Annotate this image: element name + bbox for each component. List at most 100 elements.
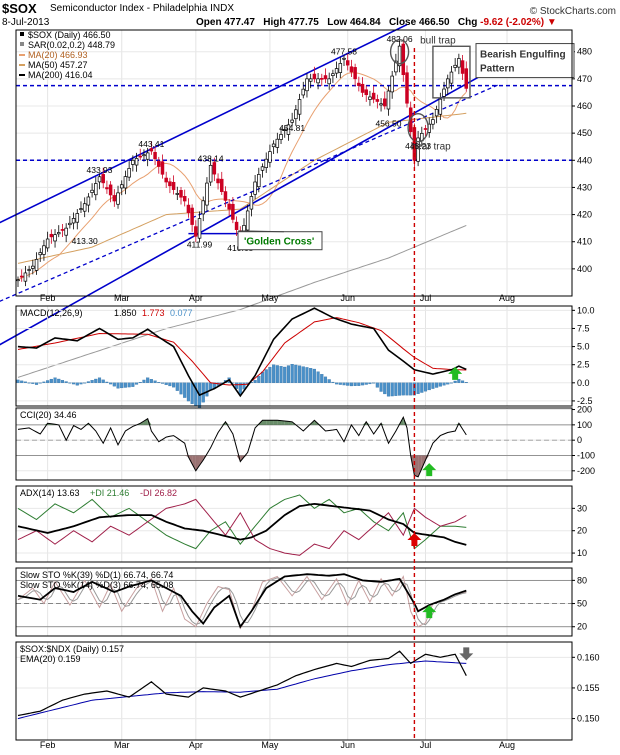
x-tick-label: Feb: [40, 293, 56, 303]
x-tick-label: Jul: [420, 740, 432, 750]
macd-histogram-bar: [372, 382, 376, 384]
price-legend-label: SAR(0.02,0.2) 448.79: [28, 40, 115, 50]
macd-histogram-bar: [320, 374, 324, 383]
macd-signal-line: [17, 317, 467, 386]
macd-histogram-bar: [127, 382, 131, 388]
macd-y-tick-label: 0.0: [577, 378, 590, 388]
bear-trap-circle: [407, 113, 429, 143]
candle-body: [57, 232, 61, 235]
macd-histogram-bar: [168, 382, 172, 387]
macd-histogram-bar: [160, 382, 165, 384]
candle-body: [157, 161, 161, 167]
price-point-label: 411.99: [187, 239, 213, 249]
candle-body: [205, 182, 209, 206]
cci-fill-area: [221, 421, 226, 425]
high-label: High: [263, 17, 286, 28]
cci-fill-area: [288, 421, 293, 425]
macd-histogram-bar: [298, 365, 302, 383]
macd-histogram-bar: [401, 382, 405, 396]
cci-fill-area: [284, 421, 289, 425]
macd-histogram-bar: [346, 382, 350, 386]
candle-body: [164, 177, 168, 183]
close-value: 466.50: [418, 17, 450, 28]
macd-histogram-bar: [342, 382, 346, 386]
ratio-legend-label: $SOX:$NDX (Daily) 0.157: [20, 644, 124, 654]
candle-body: [401, 43, 406, 76]
cci-fill-area: [281, 420, 285, 425]
price-point-label: 454.81: [279, 123, 305, 133]
bull-trap-label: bull trap: [420, 36, 456, 47]
x-tick-label: Jun: [340, 740, 355, 750]
stockcharts-brand: © StockCharts.com: [529, 6, 616, 17]
candle-body: [231, 203, 235, 220]
x-tick-label: Mar: [114, 293, 130, 303]
engulfing-box: [432, 45, 471, 99]
golden-cross-label: 'Golden Cross': [244, 237, 314, 248]
price-point-label: 456.50: [375, 119, 401, 129]
candle-body: [264, 158, 268, 168]
price-legend-label: $SOX (Daily) 466.50: [28, 30, 111, 40]
macd-histogram-bar: [412, 382, 416, 396]
stoch-green-arrow-icon: [422, 605, 437, 619]
candle-body: [108, 184, 113, 196]
candle-body: [275, 138, 280, 148]
macd-histogram-bar: [68, 382, 72, 384]
candle-body: [323, 75, 328, 80]
macd-histogram-bar: [327, 379, 331, 383]
candle-body: [71, 218, 76, 224]
ma50-line: [17, 112, 467, 264]
candle-body: [460, 60, 465, 74]
cci-y-tick-label: 100: [577, 420, 592, 430]
macd-histogram-bar: [72, 382, 76, 385]
candle-body: [197, 218, 202, 239]
lower-channel-line: [0, 64, 501, 346]
macd-histogram-bar: [183, 382, 187, 398]
price-legend-label: MA(200) 416.04: [28, 70, 93, 80]
macd-histogram-bar: [268, 366, 272, 383]
macd-histogram-bar: [368, 382, 372, 385]
macd-histogram-bar: [438, 382, 442, 387]
ratio-y-tick-label: 0.160: [577, 652, 600, 662]
macd-histogram-bar: [427, 382, 431, 391]
adx-panel-frame: [15, 485, 573, 563]
price-panel-frame: [15, 29, 573, 297]
stoch-y-tick-label: 80: [577, 575, 587, 585]
candle-body: [42, 245, 46, 255]
stoch-d3-line: [17, 577, 467, 626]
candle-body: [123, 176, 128, 189]
stoch39-legend-label: Slow STO %K(39) %D(1) 66.74, 66.74: [20, 570, 173, 580]
candle-body: [253, 181, 257, 195]
macd-line: [17, 307, 467, 398]
candle-body: [131, 159, 135, 165]
x-tick-label: Apr: [189, 740, 203, 750]
candle-body: [34, 259, 39, 271]
candle-body: [338, 63, 343, 73]
macd-histogram-bar: [64, 381, 68, 383]
macd-histogram-bar: [57, 378, 61, 383]
ratio-ema-line: [17, 660, 467, 720]
adx-y-tick-label: 30: [577, 503, 587, 513]
candle-body: [116, 192, 120, 205]
candle-body: [82, 203, 87, 212]
macd-histogram-bar: [164, 382, 168, 385]
index-name: Semiconductor Index - Philadelphia INDX: [50, 3, 234, 14]
macd-histogram-bar: [286, 365, 290, 383]
x-tick-label: Jul: [420, 293, 432, 303]
macd-hist-value-label: 0.077: [170, 308, 193, 318]
macd-histogram-bar: [323, 376, 328, 383]
candle-body: [353, 67, 357, 80]
stoch-y-tick-label: 20: [577, 622, 587, 632]
macd-histogram-bar: [175, 382, 179, 391]
macd-histogram-bar: [357, 382, 361, 386]
open-label: Open: [196, 17, 222, 28]
candle-body: [375, 99, 380, 102]
candle-body: [364, 89, 368, 96]
candle-body: [201, 200, 205, 215]
candle-body: [294, 109, 298, 120]
macd-histogram-bar: [242, 382, 246, 390]
candle-body: [145, 152, 150, 160]
macd-histogram-bar: [138, 382, 142, 383]
candle-body: [416, 137, 420, 162]
price-point-label: 438.14: [198, 153, 224, 163]
candle-body: [371, 92, 376, 100]
